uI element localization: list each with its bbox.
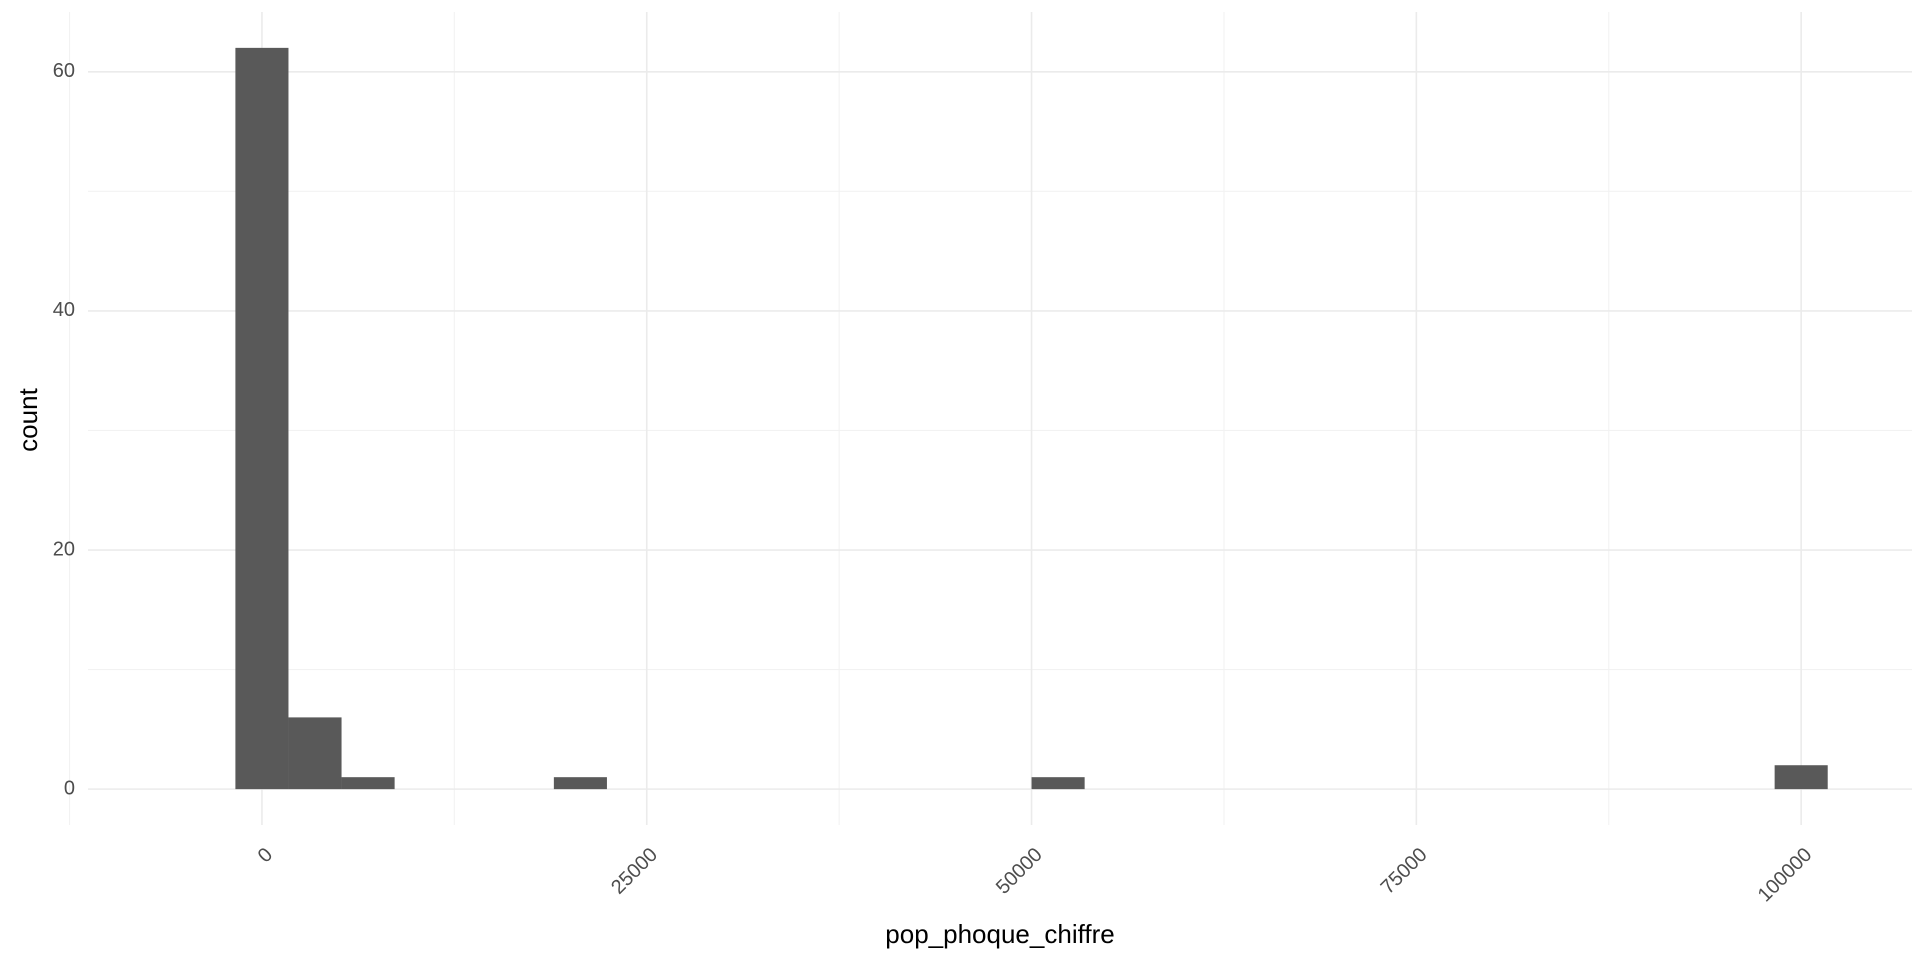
x-axis-ticks: 0 25000 50000 75000 100000: [254, 844, 1817, 907]
histogram-bar: [1031, 777, 1085, 790]
y-axis-title: count: [13, 387, 43, 451]
y-tick-label: 20: [53, 538, 75, 560]
histogram-bar: [553, 777, 607, 790]
x-tick-label: 0: [254, 844, 277, 867]
histogram-bar: [1774, 765, 1828, 790]
x-tick-label: 50000: [992, 844, 1047, 899]
x-tick-label: 75000: [1377, 844, 1432, 899]
y-tick-label: 60: [53, 60, 75, 82]
histogram-bar: [341, 777, 395, 790]
bar-layer: [235, 47, 1828, 790]
x-tick-label: 25000: [607, 844, 662, 899]
x-axis-title: pop_phoque_chiffre: [885, 919, 1114, 949]
histogram-bar: [288, 717, 342, 790]
x-tick-label: 100000: [1754, 844, 1817, 907]
grid-layer: [68, 12, 1912, 825]
histogram-bar: [235, 47, 289, 790]
y-tick-label: 40: [53, 299, 75, 321]
y-tick-label: 0: [64, 777, 75, 799]
y-axis-ticks: 0 20 40 60: [53, 60, 75, 799]
